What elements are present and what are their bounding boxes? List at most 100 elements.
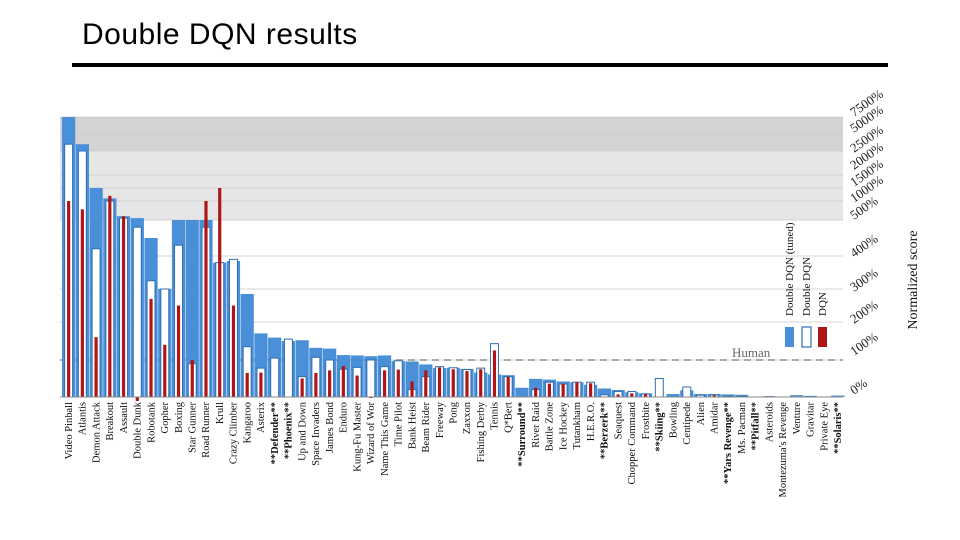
y-tick-label: 200% (847, 297, 881, 327)
bar-dqn (424, 370, 428, 397)
category-label: Seaquest (613, 402, 624, 439)
category-label: H.E.R.O. (586, 402, 597, 441)
category-label: Amidar (710, 402, 721, 435)
category-label: Ms. Pacman (737, 401, 748, 454)
category-label: Asteroids (764, 402, 775, 442)
bar-dqn (589, 383, 593, 397)
bar-dqn (506, 377, 510, 397)
bar-dqn (231, 305, 236, 397)
bar-double-dqn (132, 226, 142, 398)
category-label: Robotank (146, 401, 157, 443)
category-label: Ice Hockey (558, 401, 569, 450)
bar-dqn (534, 387, 538, 397)
category-label: Breakout (105, 402, 116, 441)
y-axis-title: Normalized score (906, 230, 921, 329)
bar-dqn (121, 216, 126, 397)
category-label: **Defender** (270, 402, 281, 464)
title-underline (72, 63, 888, 67)
category-label: Kangaroo (242, 402, 253, 443)
bar-dqn (218, 188, 222, 397)
category-label: Private Eye (819, 402, 830, 451)
category-label: Asterix (256, 401, 267, 433)
category-label: James Bond (325, 401, 336, 453)
bar-double-dqn (270, 357, 280, 398)
category-label: Road Runner (201, 402, 212, 458)
bar-dqn (259, 372, 263, 397)
bar-dqn (396, 369, 400, 397)
legend-label: Double DQN (801, 257, 813, 316)
y-tick-label: 300% (847, 265, 881, 295)
y-tick-label: 100% (847, 329, 881, 359)
y-tick-label: 400% (847, 231, 881, 261)
bar-double-dqn-tuned (515, 387, 529, 397)
bar-dqn (245, 372, 249, 397)
category-label: Bank Heist (407, 402, 418, 449)
category-label: Montezuma's Revenge (778, 402, 789, 498)
legend-label: Double DQN (tuned) (784, 222, 796, 316)
category-label: Pong (449, 401, 460, 423)
category-label: Up and Down (297, 401, 308, 461)
category-label: Venture (792, 402, 803, 435)
legend-swatch (818, 327, 827, 347)
category-label: Star Gunner (188, 401, 199, 453)
category-label: Gopher (160, 402, 171, 434)
category-label: **Berzerk** (600, 402, 611, 459)
category-label: Bowling (668, 401, 679, 438)
bar-dqn (341, 365, 345, 397)
bar-dqn (451, 369, 455, 397)
bar-dqn (479, 369, 483, 397)
bar-dqn (328, 370, 332, 397)
category-label: Space Invaders (311, 402, 322, 466)
y-tick-label: 0% (847, 375, 870, 397)
category-label: **Phoenix** (284, 402, 295, 459)
bar-dqn (465, 371, 469, 397)
bar-double-dqn (283, 338, 293, 398)
category-label: Enduro (339, 402, 350, 433)
bar-dqn (437, 367, 442, 397)
bar-dqn (190, 360, 194, 397)
bar-dqn (94, 337, 98, 397)
category-label: Crazy Climber (229, 401, 240, 464)
category-label: Boxing (174, 401, 185, 433)
bar-dqn (355, 375, 359, 397)
bar-double-dqn (366, 359, 376, 398)
bar-double-dqn-tuned (185, 220, 199, 397)
bar-dqn (630, 393, 634, 397)
category-label: Q*Bert (503, 402, 514, 433)
bar-dqn (300, 378, 304, 397)
bar-dqn (712, 395, 716, 397)
bar-dqn (492, 350, 497, 397)
category-label: Freeway (435, 401, 446, 438)
bar-dqn (561, 383, 565, 397)
bar-double-dqn-tuned (831, 395, 845, 397)
legend-label: DQN (817, 292, 829, 316)
bar-double-dqn-tuned (597, 388, 611, 397)
bar-dqn (176, 305, 181, 397)
category-label: Zaxxon (462, 401, 473, 434)
bar-double-dqn-tuned (666, 394, 680, 397)
category-label: Krull (215, 402, 226, 424)
bar-dqn (643, 394, 648, 397)
category-label: Centipede (682, 402, 693, 445)
category-label: River Raid (531, 401, 542, 448)
category-label: Assault (119, 402, 130, 434)
bar-dqn (382, 370, 387, 397)
category-label: Beam Rider (421, 402, 432, 453)
bar-double-dqn-tuned (721, 394, 735, 397)
bar-dqn (204, 201, 208, 397)
bar-double-dqn-tuned (405, 361, 419, 397)
bar-double-dqn (682, 386, 692, 398)
category-label: **Skiing** (655, 402, 666, 452)
bar-dqn (575, 382, 579, 397)
category-label: **Surround** (517, 402, 528, 467)
human-reference-label: Human (732, 345, 771, 360)
bar-dqn (149, 298, 153, 397)
category-label: **Solaris** (833, 402, 844, 454)
category-label: Name This Game (380, 402, 391, 476)
bar-dqn (80, 209, 84, 397)
bar-dqn (135, 397, 139, 401)
category-label: Battle Zone (545, 402, 556, 452)
category-label: Chopper Command (627, 401, 638, 484)
category-label: Demon Attack (91, 401, 102, 463)
category-label: Tutankham (572, 402, 583, 449)
